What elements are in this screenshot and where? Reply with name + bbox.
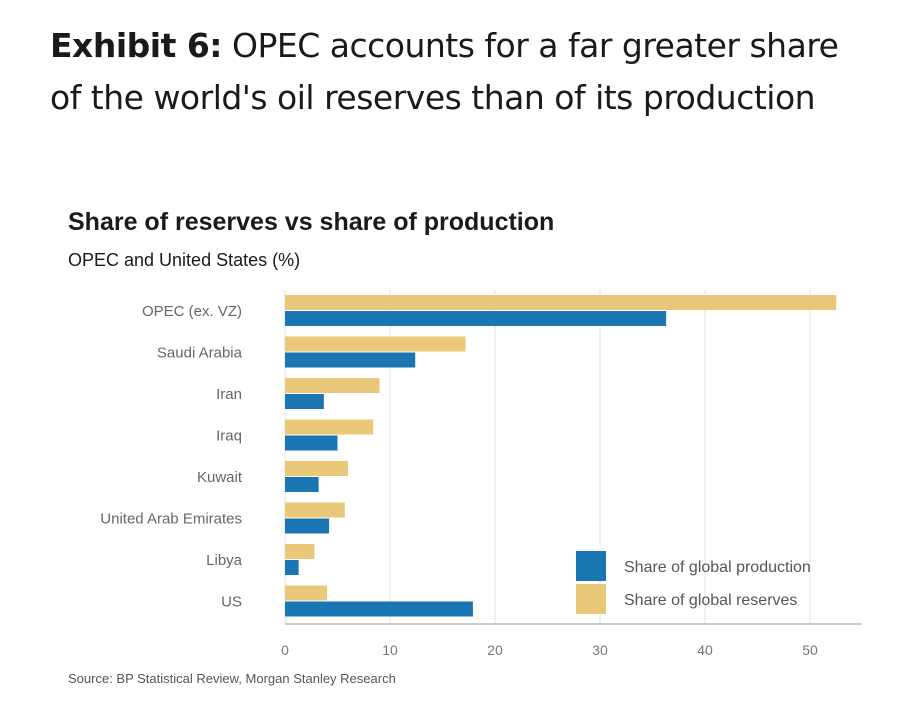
bar-production bbox=[285, 560, 299, 575]
bar-reserves bbox=[285, 585, 327, 601]
bar-production bbox=[285, 311, 667, 326]
x-tick-label: 20 bbox=[487, 642, 503, 658]
exhibit-text: OPEC accounts for a far greater share of… bbox=[50, 26, 839, 117]
category-label: Libya bbox=[206, 552, 243, 569]
x-tick-label: 50 bbox=[802, 642, 818, 658]
x-tick-label: 10 bbox=[382, 642, 398, 658]
chart-title: Share of reserves vs share of production bbox=[68, 208, 555, 236]
legend-label-reserves: Share of global reserves bbox=[624, 592, 797, 609]
exhibit-lead: Exhibit 6: bbox=[50, 26, 223, 65]
x-tick-label: 40 bbox=[697, 642, 713, 658]
legend-swatch-reserves bbox=[576, 584, 606, 614]
bar-production bbox=[285, 518, 330, 534]
category-label: Kuwait bbox=[197, 469, 243, 486]
bar-reserves bbox=[285, 544, 315, 559]
category-label: OPEC (ex. VZ) bbox=[142, 303, 242, 320]
bar-reserves bbox=[285, 461, 348, 476]
bar-reserves bbox=[285, 378, 380, 393]
bar-production bbox=[285, 601, 473, 617]
category-label: Iraq bbox=[216, 428, 242, 445]
category-label: US bbox=[221, 594, 242, 611]
chart-subtitle: OPEC and United States (%) bbox=[68, 250, 301, 270]
bar-reserves bbox=[285, 502, 345, 518]
bar-production bbox=[285, 352, 416, 368]
bar-reserves bbox=[285, 295, 837, 310]
bar-production bbox=[285, 394, 324, 409]
category-label: Saudi Arabia bbox=[157, 345, 243, 362]
x-tick-label: 30 bbox=[592, 642, 608, 658]
category-label: United Arab Emirates bbox=[100, 511, 242, 528]
category-label: Iran bbox=[216, 386, 242, 403]
legend-label-production: Share of global production bbox=[624, 559, 811, 576]
bar-production bbox=[285, 477, 319, 492]
legend-swatch-production bbox=[576, 551, 606, 581]
bar-reserves bbox=[285, 336, 466, 352]
x-tick-label: 0 bbox=[281, 642, 289, 658]
source-note: Source: BP Statistical Review, Morgan St… bbox=[68, 671, 396, 686]
bar-reserves bbox=[285, 419, 374, 435]
bar-production bbox=[285, 435, 338, 451]
exhibit-heading: Exhibit 6: OPEC accounts for a far great… bbox=[50, 20, 870, 124]
